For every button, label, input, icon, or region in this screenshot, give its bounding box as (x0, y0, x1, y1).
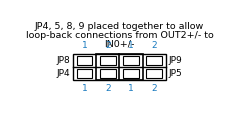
Text: 2: 2 (151, 41, 157, 50)
Text: 1: 1 (128, 84, 134, 93)
Text: 2: 2 (151, 84, 157, 93)
Text: JP4: JP4 (57, 69, 70, 78)
Text: loop-back connections from OUT2+/- to: loop-back connections from OUT2+/- to (26, 31, 213, 40)
Text: JP9: JP9 (169, 56, 182, 65)
Bar (100, 56, 116, 65)
Bar (123, 56, 139, 65)
Text: 1: 1 (82, 41, 88, 50)
Text: JP8: JP8 (56, 56, 70, 65)
Text: IN0+/-: IN0+/- (104, 39, 135, 48)
Text: 1: 1 (128, 41, 134, 50)
Bar (146, 69, 162, 78)
Bar (96, 54, 143, 80)
Bar (77, 69, 93, 78)
Text: 2: 2 (105, 84, 111, 93)
Bar (146, 56, 162, 65)
Bar (100, 69, 116, 78)
Bar (77, 56, 93, 65)
Text: 1: 1 (82, 84, 88, 93)
Text: JP4, 5, 8, 9 placed together to allow: JP4, 5, 8, 9 placed together to allow (35, 22, 204, 31)
Bar (73, 54, 166, 80)
Bar (123, 69, 139, 78)
Text: JP5: JP5 (169, 69, 182, 78)
Text: 2: 2 (105, 41, 111, 50)
